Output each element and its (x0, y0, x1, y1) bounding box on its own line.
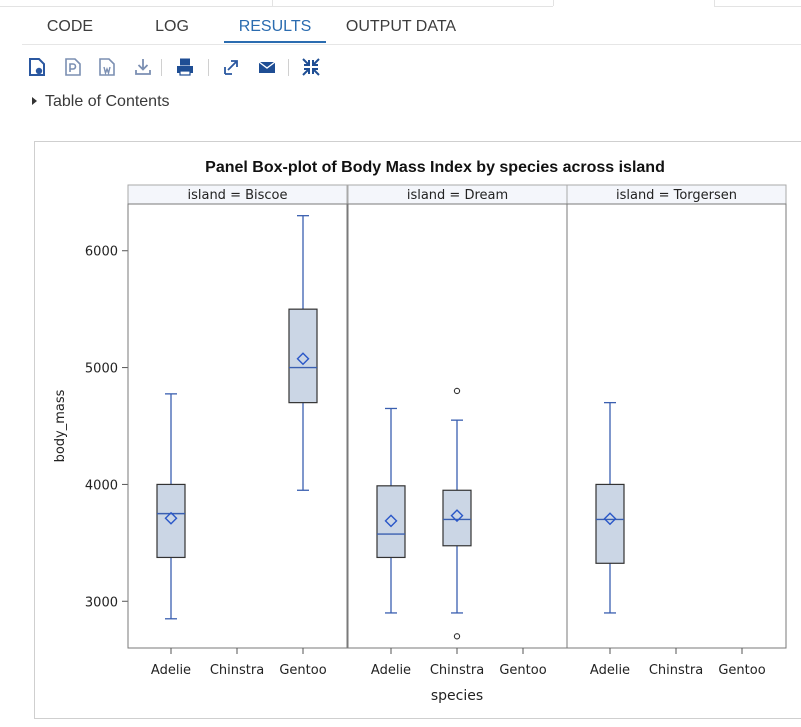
email-icon[interactable] (256, 56, 278, 78)
mean-marker (384, 514, 398, 528)
box (442, 489, 472, 547)
results-toolbar (26, 56, 346, 80)
top-strip-segment (714, 0, 801, 7)
x-tick-label: Chinstra (430, 663, 484, 678)
outlier-point (453, 633, 461, 640)
open-html-icon[interactable] (26, 56, 48, 78)
panel-frame (566, 203, 787, 649)
outlier-point (453, 387, 461, 395)
download-icon[interactable] (132, 56, 154, 78)
toolbar-separator (208, 59, 209, 76)
open-word-icon[interactable] (96, 56, 118, 78)
box (376, 485, 406, 559)
box (288, 308, 318, 404)
y-axis-label: body_mass (53, 389, 68, 462)
x-tick-label: Gentoo (718, 663, 765, 678)
y-tick-label: 4000 (85, 478, 118, 493)
box (156, 483, 186, 559)
tab-results[interactable]: RESULTS (224, 8, 326, 43)
panel-header-label: island = Torgersen (616, 188, 737, 203)
open-pdf-icon[interactable] (62, 56, 84, 78)
x-tick-label: Gentoo (279, 663, 326, 678)
x-tick-label: Adelie (151, 663, 191, 678)
x-tick-label: Adelie (371, 663, 411, 678)
toolbar-separator (288, 59, 289, 76)
top-strip-active-segment[interactable] (553, 0, 715, 6)
y-tick-label: 5000 (85, 362, 118, 377)
tab-output-data[interactable]: OUTPUT DATA (345, 18, 457, 35)
results-tabs: CODE LOG RESULTS OUTPUT DATA (22, 8, 801, 45)
mean-marker (164, 511, 178, 525)
print-icon[interactable] (174, 56, 196, 78)
top-strip-segment (272, 0, 553, 7)
chart-title: Panel Box-plot of Body Mass Index by spe… (205, 159, 665, 176)
mean-marker (450, 509, 464, 523)
panel-boxplot-chart: Panel Box-plot of Body Mass Index by spe… (53, 159, 787, 704)
panel-header-label: island = Dream (407, 188, 508, 203)
top-strip-segment (0, 0, 272, 7)
x-tick-label: Chinstra (210, 663, 264, 678)
x-tick-label: Gentoo (499, 663, 546, 678)
toc-label: Table of Contents (45, 93, 170, 110)
x-tick-label: Chinstra (649, 663, 703, 678)
table-of-contents-toggle[interactable]: Table of Contents (32, 93, 170, 113)
results-output-panel: Panel Box-plot of Body Mass Index by spe… (34, 141, 801, 719)
panel-frame (127, 203, 348, 649)
y-tick-label: 6000 (85, 245, 118, 260)
toolbar-separator (161, 59, 162, 76)
mean-marker (296, 352, 310, 366)
top-strip (0, 0, 801, 7)
tab-log[interactable]: LOG (155, 18, 189, 35)
x-tick-label: Adelie (590, 663, 630, 678)
y-tick-label: 3000 (85, 595, 118, 610)
mean-marker (603, 512, 617, 526)
x-axis-label: species (431, 688, 483, 704)
expand-triangle-icon (32, 96, 37, 105)
tab-code[interactable]: CODE (46, 18, 94, 35)
collapse-icon[interactable] (300, 56, 322, 78)
panel-header-label: island = Biscoe (187, 188, 287, 203)
new-window-icon[interactable] (220, 56, 242, 78)
